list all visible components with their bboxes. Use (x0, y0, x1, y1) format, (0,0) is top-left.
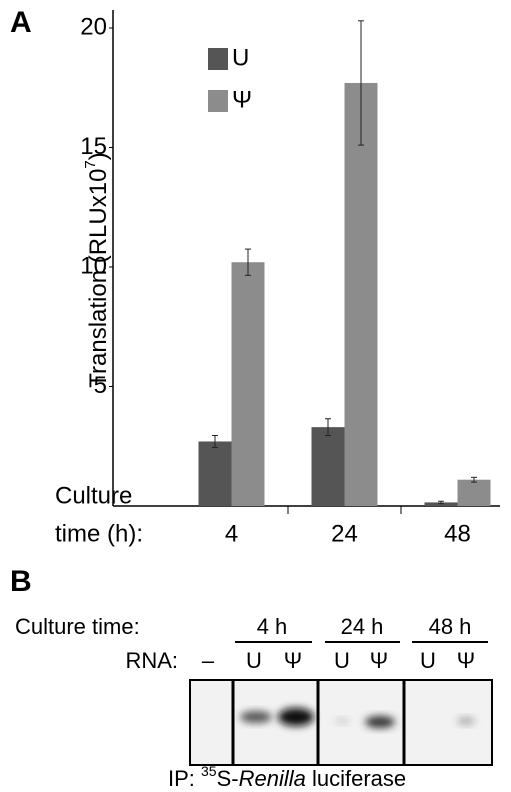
gel-band (278, 708, 314, 726)
lane-label: – (202, 648, 215, 673)
panel-label: B (10, 565, 32, 598)
y-tick-label: 15 (80, 133, 107, 160)
group-label: 4 h (257, 614, 288, 639)
lane-label: Ψ (370, 648, 388, 673)
caption-italic: Renilla (239, 766, 306, 791)
bar (458, 480, 491, 506)
y-tick-label: 20 (80, 13, 107, 40)
bar (345, 83, 378, 506)
x-tick-label: 24 (331, 520, 358, 547)
caption-end: luciferase (306, 766, 406, 791)
caption-sup: 35 (201, 763, 217, 779)
legend-swatch (208, 48, 228, 70)
caption-prefix: IP: (168, 766, 201, 791)
culture-time-label: Culture time: (15, 614, 140, 639)
gel (190, 680, 492, 765)
legend-label: U (232, 44, 249, 71)
gel-band (457, 717, 475, 725)
x-tick-label: 4 (225, 520, 238, 547)
x-axis-title: time (h): (55, 520, 143, 547)
legend-label: Ψ (232, 86, 252, 113)
y-title-sup: 7 (82, 160, 99, 168)
y-tick-label: 5 (94, 372, 107, 399)
y-tick-label: 10 (80, 252, 107, 279)
lane-label: U (334, 648, 350, 673)
panel-label: A (10, 6, 32, 39)
gel-caption: IP: 35S-Renilla luciferase (168, 763, 406, 791)
group-label: 24 h (341, 614, 384, 639)
gel-band (334, 718, 350, 724)
lane-label: Ψ (284, 648, 302, 673)
gel-band (365, 716, 395, 728)
gel-band (240, 711, 272, 723)
figure: A Translation (RLUx107) Culture time (h)… (0, 0, 511, 792)
bar (199, 441, 232, 506)
group-label: 48 h (429, 614, 472, 639)
legend-swatch (208, 90, 228, 112)
caption-mid: S- (217, 766, 239, 791)
lane-label: U (420, 648, 436, 673)
page: A Translation (RLUx107) Culture time (h)… (0, 0, 511, 792)
bar (312, 427, 345, 506)
lane-label: Ψ (457, 648, 475, 673)
rna-label: RNA: (125, 648, 178, 673)
lane-label: U (246, 648, 262, 673)
bar (232, 262, 265, 506)
x-tick-label: 48 (444, 520, 471, 547)
